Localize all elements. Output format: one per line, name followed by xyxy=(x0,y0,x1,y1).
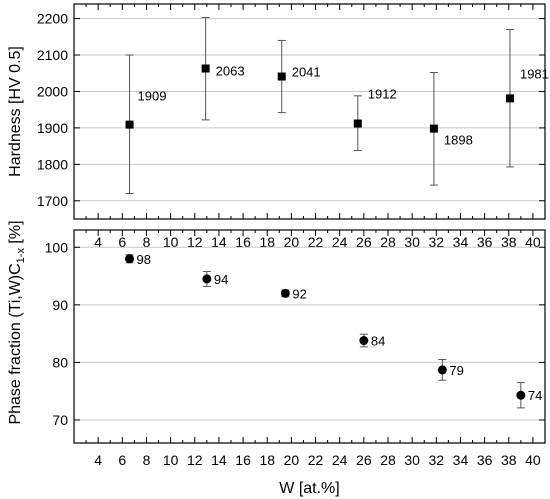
x-tick-label: 40 xyxy=(525,234,541,250)
x-tick-label: 34 xyxy=(453,452,469,468)
y-tick-label: 70 xyxy=(52,412,68,428)
x-tick-label: 36 xyxy=(477,234,493,250)
y-tick-label: 90 xyxy=(52,297,68,313)
phase-fraction-axis-title-subscript: 1-x xyxy=(15,248,27,264)
x-tick-label: 24 xyxy=(332,234,348,250)
x-tick-label: 36 xyxy=(477,452,493,468)
x-tick-label: 10 xyxy=(163,452,179,468)
x-tick-label: 34 xyxy=(453,234,469,250)
phase-fraction-axis-title: Phase fraction (Ti,W)C1-x [%] xyxy=(7,220,27,424)
x-tick-label: 12 xyxy=(187,234,203,250)
x-tick-label: 30 xyxy=(404,452,420,468)
data-point xyxy=(429,124,438,133)
data-label: 84 xyxy=(371,334,385,349)
data-label: 74 xyxy=(528,388,542,403)
data-point xyxy=(202,274,212,284)
data-label: 79 xyxy=(449,363,463,378)
x-tick-label: 30 xyxy=(404,234,420,250)
x-tick-label: 8 xyxy=(143,452,151,468)
x-axis-title: W [at.%] xyxy=(279,480,339,497)
x-tick-label: 8 xyxy=(143,234,151,250)
data-point xyxy=(125,254,135,264)
x-tick-label: 6 xyxy=(118,452,126,468)
x-tick-label: 4 xyxy=(94,452,102,468)
x-tick-label: 32 xyxy=(429,234,445,250)
x-tick-label: 4 xyxy=(94,234,102,250)
y-tick-label: 1800 xyxy=(37,156,68,172)
data-point xyxy=(277,72,286,81)
data-label: 1912 xyxy=(368,87,397,102)
x-tick-label: 14 xyxy=(211,452,227,468)
data-label: 92 xyxy=(292,286,306,301)
plot-frame xyxy=(73,3,546,220)
data-label: 1909 xyxy=(138,89,167,104)
x-tick-label: 20 xyxy=(284,234,300,250)
data-label: 1981 xyxy=(520,66,549,81)
x-tick-label: 18 xyxy=(259,452,275,468)
x-tick-label: 12 xyxy=(187,452,203,468)
x-tick-label: 14 xyxy=(211,234,227,250)
y-tick-label: 2200 xyxy=(37,11,68,27)
x-tick-label: 26 xyxy=(356,234,372,250)
x-tick-label: 40 xyxy=(525,452,541,468)
data-point xyxy=(201,64,210,73)
x-tick-label: 22 xyxy=(308,234,324,250)
x-tick-label: 32 xyxy=(429,452,445,468)
x-tick-label: 10 xyxy=(163,234,179,250)
y-tick-label: 2100 xyxy=(37,47,68,63)
data-point xyxy=(353,119,362,128)
x-tick-label: 26 xyxy=(356,452,372,468)
x-tick-label: 38 xyxy=(501,234,517,250)
x-tick-label: 22 xyxy=(308,452,324,468)
x-tick-label: 28 xyxy=(380,452,396,468)
data-point xyxy=(505,94,514,103)
y-tick-label: 80 xyxy=(52,354,68,370)
x-tick-label: 38 xyxy=(501,452,517,468)
data-point xyxy=(359,336,369,346)
x-tick-label: 20 xyxy=(284,452,300,468)
data-point xyxy=(516,390,526,400)
data-point xyxy=(437,365,447,375)
data-label: 2041 xyxy=(292,65,321,80)
x-tick-label: 28 xyxy=(380,234,396,250)
data-label: 1898 xyxy=(444,133,473,148)
x-tick-label: 16 xyxy=(235,452,251,468)
data-label: 2063 xyxy=(216,64,245,79)
y-tick-label: 1900 xyxy=(37,120,68,136)
phase-fraction-axis-title-main: Phase fraction (Ti,W)C xyxy=(7,263,24,424)
y-tick-label: 2000 xyxy=(37,83,68,99)
hardness-axis-title: Hardness [HV 0.5] xyxy=(7,46,24,177)
y-tick-label: 1700 xyxy=(37,193,68,209)
data-point xyxy=(280,288,290,298)
y-tick-label: 100 xyxy=(45,239,69,255)
x-tick-label: 6 xyxy=(118,234,126,250)
x-tick-label: 18 xyxy=(259,234,275,250)
hardness-panel: 1700 1800 1900 2000 2100 2200 1909 2063 2041 1912… xyxy=(37,3,549,250)
data-label: 98 xyxy=(137,252,151,267)
x-tick-label: 16 xyxy=(235,234,251,250)
x-tick-label: 24 xyxy=(332,452,348,468)
plot-frame xyxy=(73,229,546,444)
phase-fraction-axis-title-unit: [%] xyxy=(7,220,24,248)
data-label: 94 xyxy=(214,272,228,287)
data-point xyxy=(125,120,134,129)
